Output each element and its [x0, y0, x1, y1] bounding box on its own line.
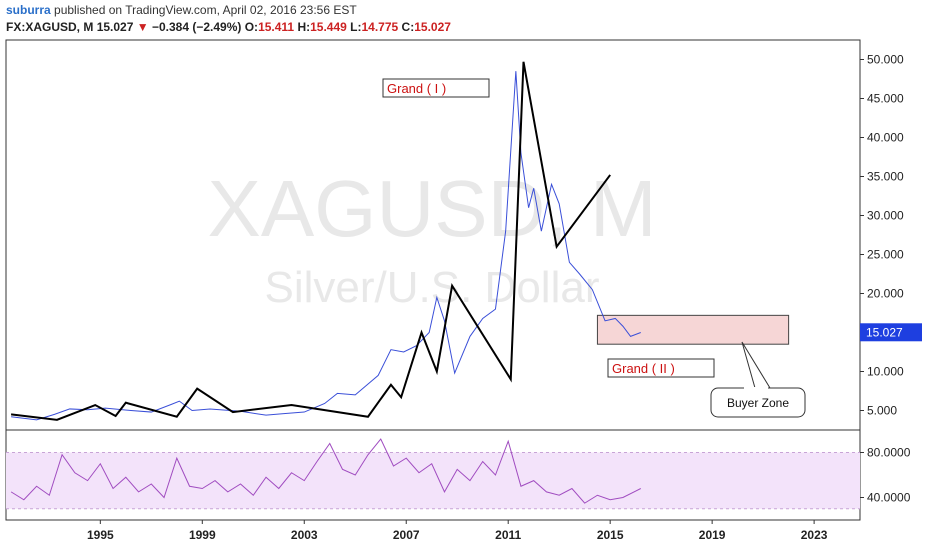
price-axis-ticks: 5.00010.00015.00020.00025.00030.00035.00… [860, 53, 904, 418]
time-tick-label: 1999 [189, 528, 216, 542]
buyer-zone-rect[interactable] [596, 314, 790, 345]
time-tick-label: 1995 [87, 528, 114, 542]
author-link[interactable]: suburra [6, 3, 51, 17]
down-arrow-icon: ▼ [136, 20, 149, 34]
time-tick-label: 2007 [393, 528, 420, 542]
publish-line: suburra published on TradingView.com, Ap… [6, 2, 451, 19]
grand-1-label: Grand ( I ) [387, 81, 446, 96]
price-tick-label: 35.000 [867, 170, 904, 184]
time-tick-label: 2023 [801, 528, 828, 542]
rsi-series-line [10, 438, 641, 504]
open-label: O: [244, 20, 259, 34]
open-value: 15.411 [258, 20, 295, 34]
last-price-tag-label: 15.027 [866, 325, 903, 339]
price-tick-label: 45.000 [867, 92, 904, 106]
published-text: published on TradingView.com, April 02, … [54, 3, 357, 17]
last-price-tag: 15.027 [860, 323, 922, 342]
rsi-tick-label: 40.0000 [867, 491, 911, 505]
grand-1-box[interactable] [382, 78, 490, 98]
symbol-label[interactable]: FX:XAGUSD, M [6, 20, 94, 34]
last-price: 15.027 [96, 20, 134, 34]
rsi-tick-label: 80.0000 [867, 446, 911, 460]
high-label: H: [297, 20, 311, 34]
time-tick-label: 2015 [597, 528, 624, 542]
price-series-line [11, 71, 641, 421]
symbol-line: FX:XAGUSD, M 15.027 ▼ −0.384 (−2.49%) O:… [6, 19, 451, 36]
price-tick-label: 25.000 [867, 248, 904, 262]
grand-2-label: Grand ( II ) [612, 361, 675, 376]
chart-header: suburra published on TradingView.com, Ap… [6, 2, 451, 36]
price-tick-label: 30.000 [867, 209, 904, 223]
time-tick-label: 2019 [699, 528, 726, 542]
time-tick-label: 2003 [291, 528, 318, 542]
low-value: 14.775 [361, 20, 399, 34]
wave-zigzag-drawing[interactable] [10, 61, 611, 421]
price-tick-label: 10.000 [867, 365, 904, 379]
watermark-symbol: XAGUSD, M [208, 164, 657, 253]
low-label: L: [350, 20, 362, 34]
buyer-zone-callout-pointer [741, 341, 771, 389]
close-value: 15.027 [414, 20, 451, 34]
rsi-axis-ticks: 40.0000 80.0000 [860, 446, 911, 505]
time-tick-label: 2011 [495, 528, 521, 542]
buyer-zone-label: Buyer Zone [727, 396, 789, 410]
rsi-band [6, 452, 860, 509]
high-value: 15.449 [310, 20, 347, 34]
time-axis-ticks: 1995 1999 2003 2007 2011 2015 2019 2023 [87, 520, 828, 542]
price-tick-label: 5.000 [867, 404, 897, 418]
grand-2-box[interactable] [607, 358, 715, 378]
close-label: C: [401, 20, 415, 34]
change-value: −0.384 (−2.49%) [151, 20, 242, 34]
watermark-name: Silver/U.S. Dollar [265, 263, 600, 312]
price-tick-label: 50.000 [867, 53, 904, 67]
price-tick-label: 20.000 [867, 287, 904, 301]
price-tick-label: 40.000 [867, 131, 904, 145]
